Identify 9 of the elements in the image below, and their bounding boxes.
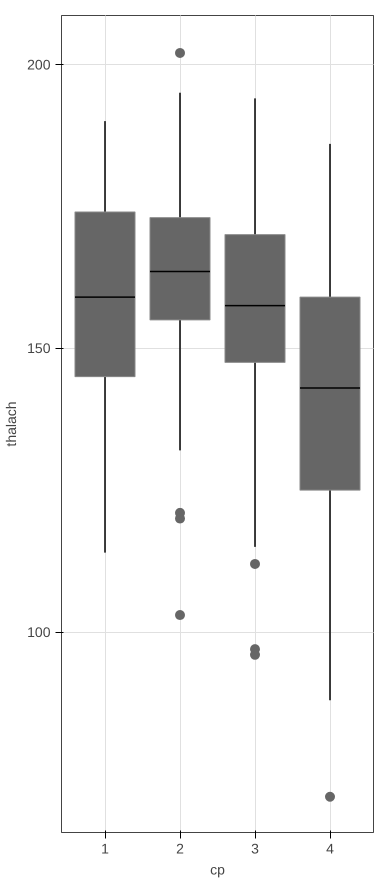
x-tick-label: 4 bbox=[326, 840, 334, 856]
x-tick-label: 3 bbox=[251, 840, 260, 856]
x-tick-label: 2 bbox=[176, 840, 184, 856]
y-tick-label: 200 bbox=[27, 56, 51, 72]
x-axis-title: cp bbox=[210, 862, 226, 878]
y-axis-title: thalach bbox=[3, 401, 20, 447]
y-tick-label: 150 bbox=[27, 340, 51, 356]
y-tick-label: 100 bbox=[27, 624, 51, 640]
x-tick-label: 1 bbox=[101, 840, 110, 856]
